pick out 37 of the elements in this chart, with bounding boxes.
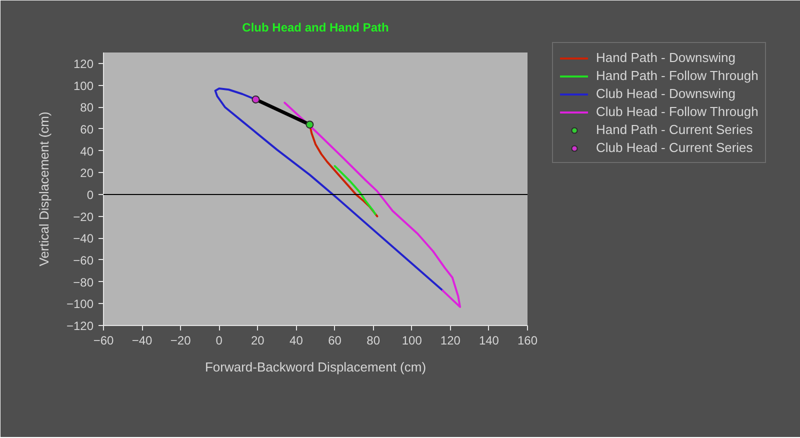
x-tick-label: 120	[440, 334, 461, 348]
y-tick-label: 0	[86, 188, 94, 202]
legend-label: Hand Path - Downswing	[596, 50, 736, 65]
y-tick-label: −80	[73, 275, 94, 290]
x-axis-title: Forward-Backword Displacement (cm)	[204, 360, 426, 374]
x-tick-label: 140	[478, 334, 500, 348]
y-tick-label: 60	[80, 122, 94, 136]
x-tick-label: −20	[170, 334, 192, 348]
y-tick-label: −100	[66, 297, 94, 312]
legend-label: Hand Path - Current Series	[596, 122, 753, 137]
x-tick-label: 20	[251, 334, 265, 348]
y-tick-label: 20	[80, 166, 94, 180]
chart-title: Club Head and Hand Path	[242, 20, 389, 34]
x-tick-label: 100	[402, 334, 422, 348]
x-tick-label: 60	[328, 334, 342, 348]
x-tick-label: 80	[366, 334, 380, 348]
line-series	[284, 102, 462, 308]
y-axis-title: Vertical Displacement (cm)	[36, 112, 52, 266]
legend-label: Club Head - Current Series	[596, 140, 753, 155]
legend-label: Club Head - Follow Through	[596, 104, 758, 119]
y-tick-label: 120	[73, 56, 94, 71]
y-tick-label: −60	[73, 253, 94, 268]
x-tick-label: 0	[216, 334, 223, 348]
x-tick-label: 40	[290, 334, 304, 348]
y-tick-label: −20	[73, 210, 94, 224]
legend-label: Club Head - Downswing	[596, 86, 736, 101]
x-tick-label: −40	[132, 334, 153, 348]
line-series	[334, 165, 376, 216]
legend-label: Hand Path - Follow Through	[596, 68, 758, 83]
y-tick-label: −40	[73, 232, 94, 246]
y-tick-label: −120	[66, 319, 94, 333]
y-tick-label: 80	[80, 100, 94, 115]
line-series	[214, 88, 444, 292]
x-tick-label: 160	[517, 334, 538, 348]
x-tick-label: −60	[93, 334, 114, 348]
y-tick-label: 100	[73, 78, 94, 93]
y-tick-label: 40	[80, 144, 94, 158]
